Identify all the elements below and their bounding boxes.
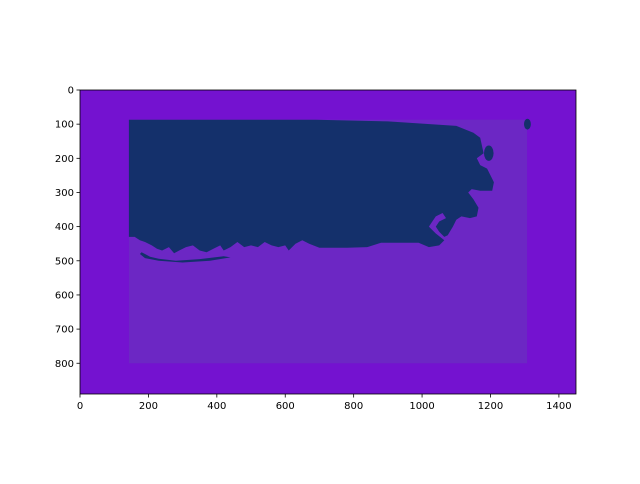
mask-island	[483, 145, 494, 161]
y-tick-label: 800	[55, 359, 74, 370]
y-tick-label: 600	[55, 290, 74, 301]
x-tick-label: 1000	[409, 401, 434, 412]
x-tick-label: 400	[207, 401, 226, 412]
plot-area	[79, 89, 577, 395]
y-tick-label: 500	[55, 256, 74, 267]
y-tick-label: 400	[55, 222, 74, 233]
x-tick-label: 800	[344, 401, 363, 412]
y-tick-label: 200	[55, 154, 74, 165]
x-tick-label: 1400	[546, 401, 571, 412]
mask-sliver	[139, 252, 231, 263]
y-tick-label: 700	[55, 325, 74, 336]
y-tick-label: 100	[55, 120, 74, 131]
x-tick-label: 200	[139, 401, 158, 412]
axes-frame	[79, 89, 577, 395]
mask-island	[524, 118, 531, 130]
mask-region	[128, 119, 494, 254]
x-tick-label: 600	[276, 401, 295, 412]
y-axis: 0 100 200 300 400 500 600 700 800	[55, 86, 80, 370]
x-axis: 0 200 400 600 800 1000 1200 1400	[77, 394, 572, 412]
x-tick-label: 1200	[478, 401, 503, 412]
y-tick-label: 0	[68, 86, 74, 97]
x-tick-label: 0	[77, 401, 83, 412]
y-tick-label: 300	[55, 188, 74, 199]
